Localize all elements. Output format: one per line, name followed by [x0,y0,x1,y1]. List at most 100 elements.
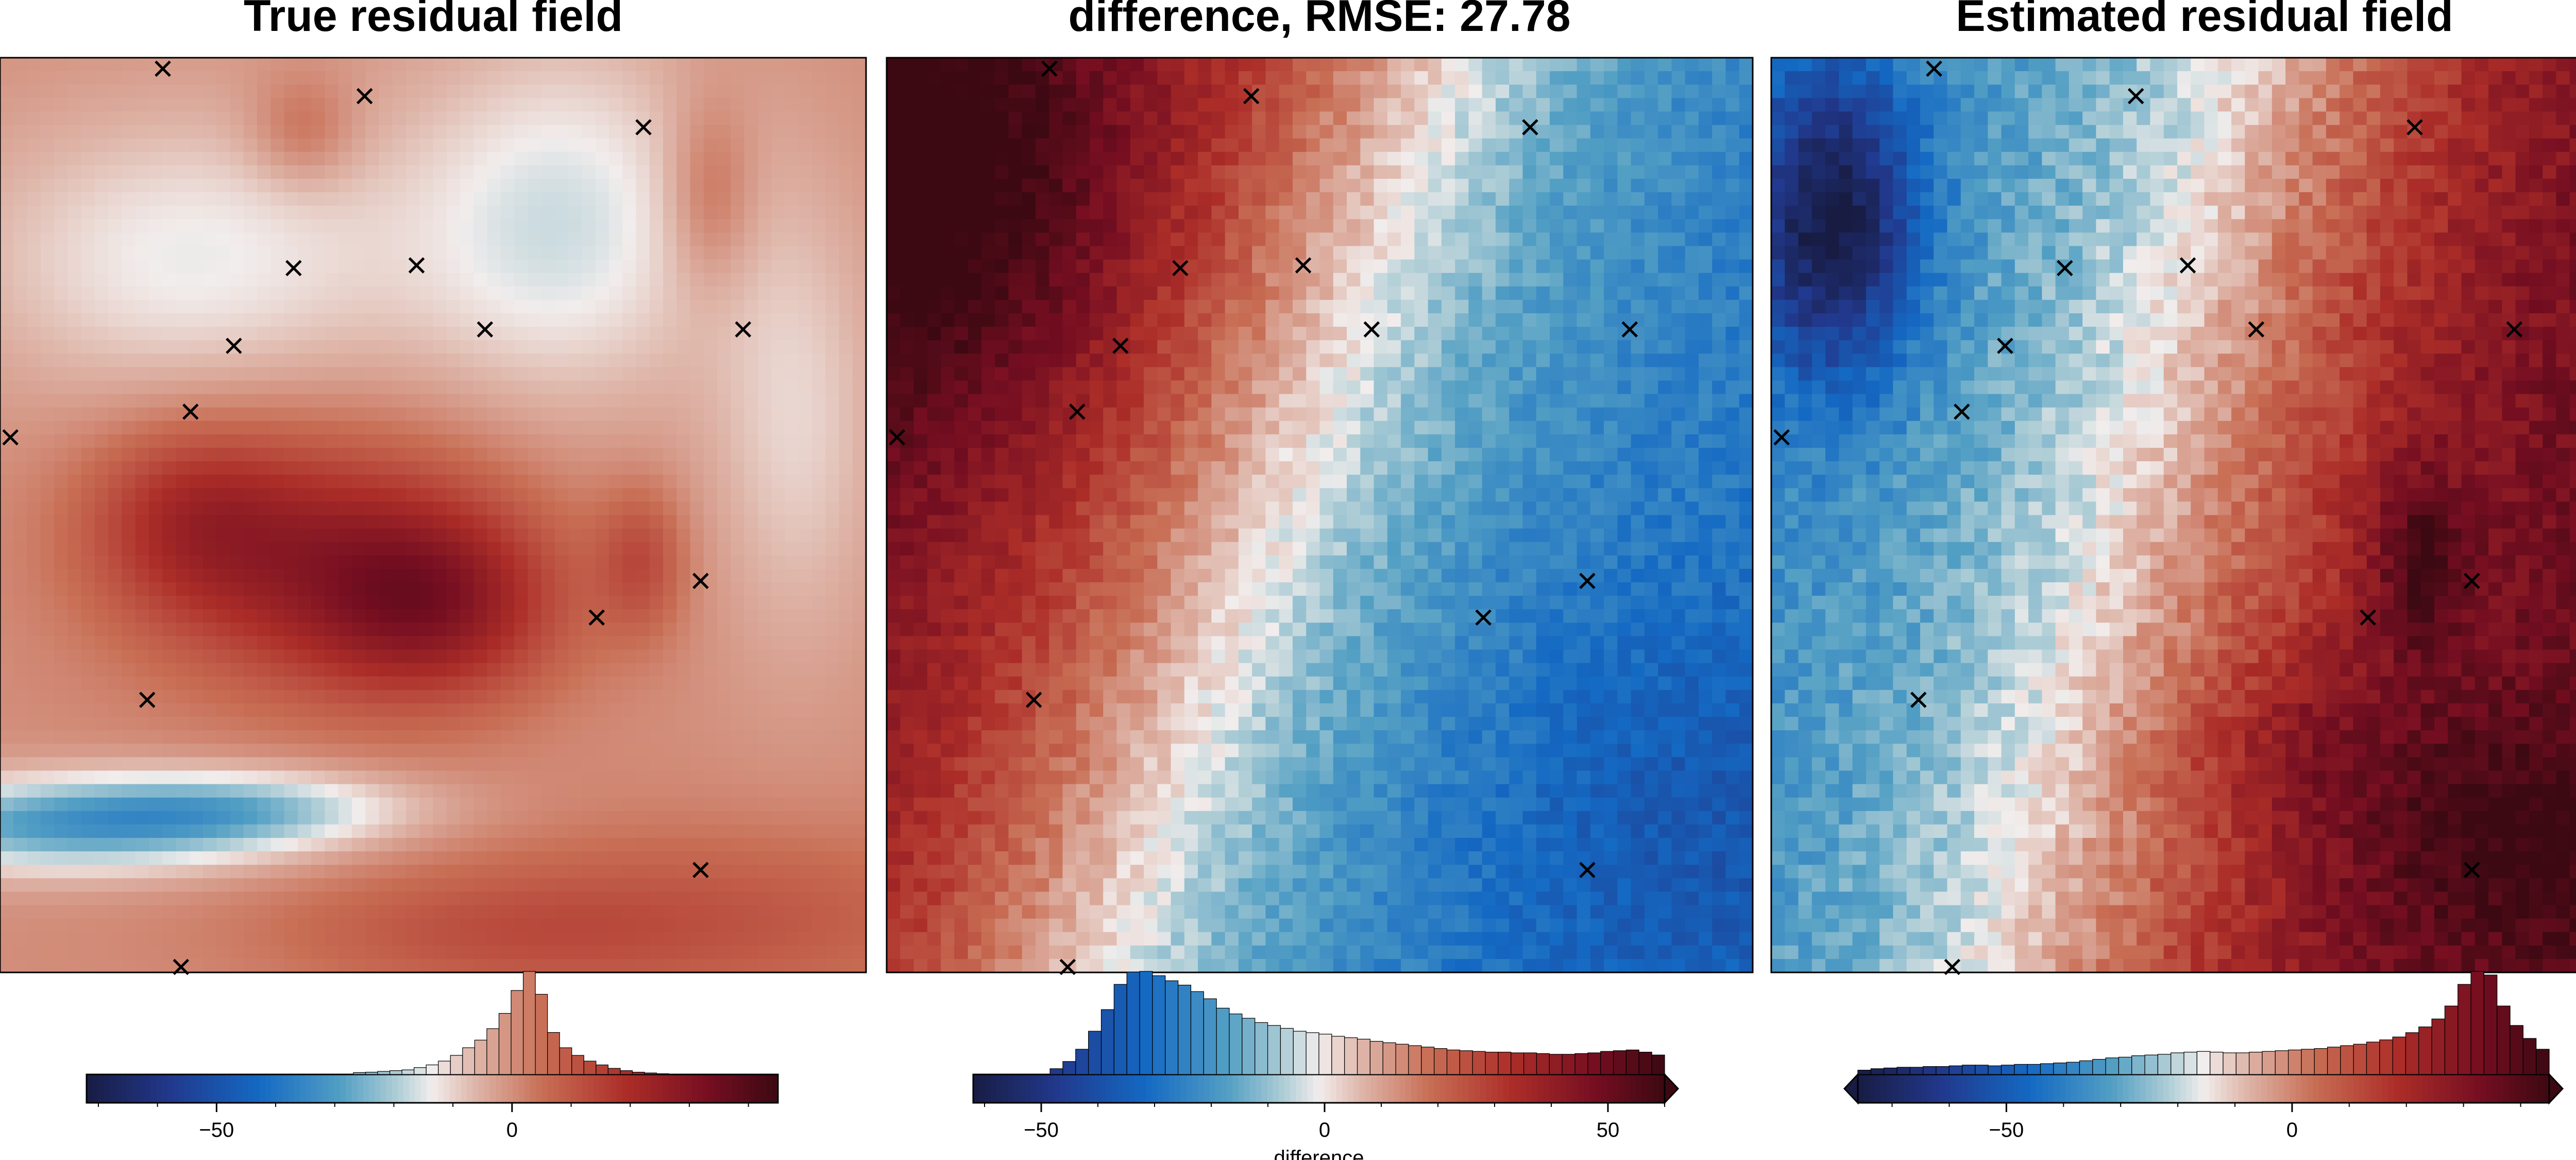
heatmap-cell [148,905,163,919]
heatmap-true-residual [0,58,867,973]
heatmap-cell [1671,58,1686,72]
heatmap-cell [446,178,461,193]
heatmap-cell [1103,85,1117,98]
heatmap-cell [1265,58,1280,72]
heatmap-cell [528,609,542,623]
heatmap-cell [351,98,366,112]
heatmap-cell [162,475,177,489]
heatmap-cell [216,690,231,704]
heatmap-cell [608,918,623,933]
heatmap-cell [202,178,217,193]
heatmap-cell [148,730,163,744]
heatmap-cell [405,232,420,247]
heatmap-cell [595,568,609,583]
heatmap-cell [243,165,258,179]
heatmap-cell [270,394,285,408]
heatmap-cell [649,340,664,354]
heatmap-cell [717,219,731,233]
heatmap-cell [636,851,650,865]
heatmap-cell [1184,58,1198,72]
heatmap-cell [270,71,285,85]
heatmap-cell [839,434,853,448]
heatmap-cell [446,58,461,72]
heatmap-cell [554,354,569,367]
heatmap-cell [771,58,786,72]
heatmap-cell [1252,111,1266,126]
heatmap-cell [757,811,772,825]
heatmap-cell [297,232,312,247]
heatmap-cell [798,232,812,247]
heatmap-cell [582,636,596,650]
heatmap-cell [189,878,204,892]
heatmap-cell [365,918,380,933]
heatmap-cell [622,407,637,422]
heatmap-cell [514,111,528,126]
heatmap-cell [230,85,244,98]
heatmap-cell [460,703,474,717]
heatmap-cell [433,232,447,247]
heatmap-cell [189,703,204,717]
heatmap-cell [54,299,68,314]
heatmap-cell [392,434,406,448]
colorbar-swatch [121,1074,128,1103]
heatmap-cell [927,138,941,153]
heatmap-cell [595,690,609,704]
heatmap-cell [1739,71,1753,85]
heatmap-cell [811,259,826,274]
heatmap-cell [811,609,826,623]
heatmap-cell [325,596,339,610]
heatmap-cell [541,58,555,72]
heatmap-cell [900,138,914,153]
heatmap-cell [1089,71,1104,85]
heatmap-cell [1130,138,1144,153]
heatmap-cell [13,784,28,798]
heatmap-cell [703,152,718,166]
heatmap-cell [81,488,95,502]
heatmap-cell [284,824,298,838]
heatmap-cell [189,488,204,502]
heatmap-cell [500,206,515,220]
heatmap-cell [636,461,650,475]
heatmap-cell [785,905,799,919]
heatmap-cell [148,259,163,274]
heatmap-cell [122,421,136,435]
heatmap-cell [852,703,867,717]
heatmap-cell [216,165,231,179]
heatmap-cell [825,340,840,354]
heatmap-cell [636,165,650,179]
heatmap-cell [27,313,41,327]
heatmap-cell [1008,111,1023,126]
heatmap-cell [460,865,474,879]
heatmap-cell [460,623,474,637]
heatmap-cell [636,945,650,960]
heatmap-cell [771,138,786,153]
heatmap-cell [528,501,542,516]
heatmap-cell [243,811,258,825]
heatmap-cell [663,676,677,691]
heatmap-cell [392,555,406,569]
heatmap-cell [325,663,339,677]
heatmap-cell [852,206,867,220]
heatmap-cell [365,757,380,771]
heatmap-cell [731,784,745,798]
heatmap-cell [582,246,596,260]
heatmap-cell [189,663,204,677]
heatmap-cell [1360,71,1375,85]
heatmap-cell [649,609,664,623]
heatmap-cell [757,313,772,327]
heatmap-cell [243,246,258,260]
colorbar-swatch [144,1074,150,1103]
heatmap-cell [608,851,623,865]
heatmap-cell [663,609,677,623]
heatmap-cell [608,313,623,327]
heatmap-cell [1617,138,1632,153]
heatmap-cell [338,717,352,731]
heatmap-cell [757,528,772,543]
heatmap-cell [189,340,204,354]
heatmap-cell [1658,98,1672,112]
heatmap-cell [717,623,731,637]
heatmap-cell [528,676,542,691]
heatmap-cell [433,111,447,126]
heatmap-cell [13,959,28,973]
heatmap-cell [270,286,285,300]
